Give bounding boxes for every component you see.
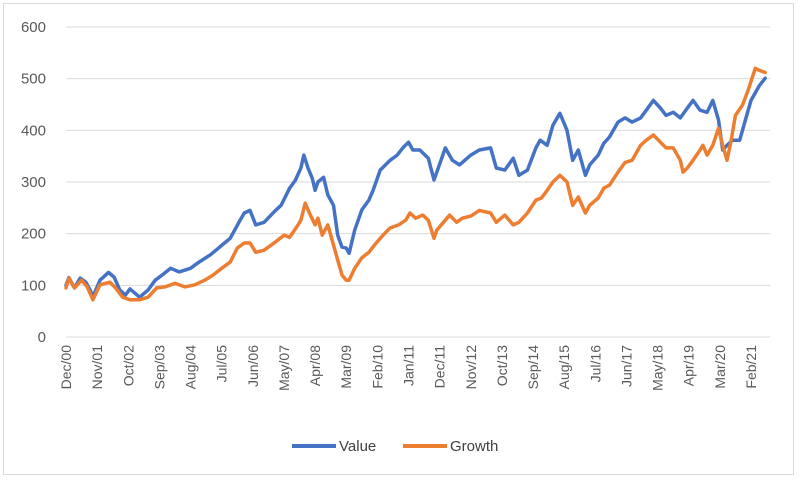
chart-frame <box>3 3 794 475</box>
x-tick-label: Dec/00 <box>58 345 74 390</box>
y-tick-label: 200 <box>21 226 46 243</box>
x-tick-label: Feb/21 <box>743 345 759 389</box>
x-tick-label: Jul/16 <box>587 345 603 383</box>
legend: Value Growth <box>292 438 498 455</box>
x-axis-ticks: Dec/00 Nov/01 Oct/02 Sep/03 Aug/04 Jul/05 Jun/… <box>58 345 759 391</box>
x-tick-label: Aug/15 <box>556 345 572 390</box>
y-tick-label: 400 <box>21 122 46 139</box>
y-axis-ticks: 0 100 200 300 400 500 600 <box>21 19 46 346</box>
x-tick-label: Dec/11 <box>432 345 448 389</box>
x-tick-label: Nov/01 <box>89 345 105 390</box>
series-lines <box>64 66 767 302</box>
x-tick-label: May/07 <box>276 345 292 391</box>
y-tick-label: 600 <box>21 19 46 36</box>
x-tick-label: Sep/03 <box>151 345 167 390</box>
x-tick-label: Mar/20 <box>712 345 728 389</box>
series-line-value <box>64 76 767 299</box>
x-tick-label: Mar/09 <box>338 345 354 389</box>
legend-label-growth: Growth <box>450 438 498 455</box>
x-tick-label: May/18 <box>650 345 666 391</box>
x-tick-label: Sep/14 <box>525 345 541 390</box>
x-tick-label: Oct/13 <box>494 345 510 386</box>
x-tick-label: Nov/12 <box>463 345 479 390</box>
x-tick-label: Jun/17 <box>618 345 634 387</box>
y-tick-label: 500 <box>21 71 46 88</box>
x-tick-label: Jul/05 <box>214 345 230 383</box>
x-tick-label: Jun/06 <box>245 345 261 387</box>
x-tick-label: Oct/02 <box>120 345 136 386</box>
x-tick-label: Feb/10 <box>369 345 385 389</box>
series-line-growth <box>64 66 767 302</box>
legend-label-value: Value <box>339 438 376 455</box>
y-tick-label: 100 <box>21 277 46 294</box>
x-tick-label: Apr/08 <box>307 345 323 386</box>
x-tick-label: Aug/04 <box>183 345 199 390</box>
x-tick-label: Jan/11 <box>401 345 417 386</box>
y-tick-label: 0 <box>38 329 46 346</box>
x-tick-label: Apr/19 <box>681 345 697 386</box>
gridlines <box>66 26 770 338</box>
y-tick-label: 300 <box>21 174 46 191</box>
